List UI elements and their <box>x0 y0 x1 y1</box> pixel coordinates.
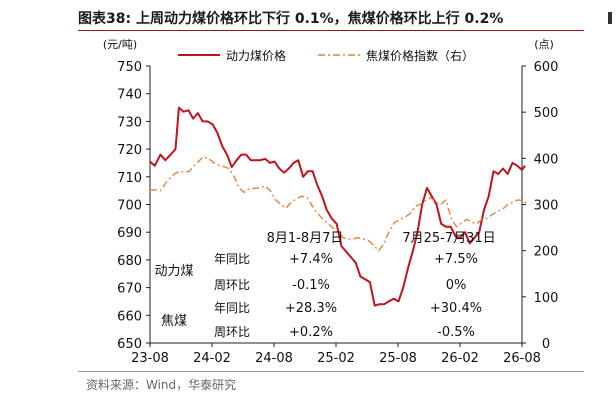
metric-label: 周环比 <box>214 325 250 339</box>
source-rule <box>78 371 584 372</box>
right-tick-label: 300 <box>534 199 559 214</box>
legend-label-thermal: 动力煤价格 <box>226 48 286 63</box>
metric-label: 年同比 <box>214 252 250 266</box>
left-tick-label: 730 <box>117 115 142 130</box>
group-label: 焦煤 <box>161 314 187 329</box>
previous-value: 0% <box>446 278 467 293</box>
left-tick-label: 740 <box>117 88 142 103</box>
x-tick-label: 24-02 <box>193 351 231 366</box>
right-tick-label: 400 <box>534 152 559 167</box>
left-tick-label: 710 <box>117 171 142 186</box>
left-tick-label: 680 <box>117 254 142 269</box>
x-tick-label: 26-08 <box>503 351 541 366</box>
legend: 动力煤价格 焦煤价格指数（右） <box>178 48 474 63</box>
group-label: 动力煤 <box>154 264 193 279</box>
title-rule <box>78 30 584 31</box>
right-tick-label: 200 <box>534 245 559 260</box>
current-value: -0.1% <box>292 278 330 293</box>
right-axis-unit: (点) <box>534 38 554 51</box>
left-tick-label: 660 <box>117 309 142 324</box>
current-value: +28.3% <box>285 301 337 316</box>
left-tick-label: 720 <box>117 143 142 158</box>
metric-label: 周环比 <box>214 278 250 292</box>
left-tick-label: 670 <box>117 282 142 297</box>
current-value: +7.4% <box>289 252 333 267</box>
left-axis-unit: (元/吨) <box>103 38 137 51</box>
period-header-current: 8月1-8月7日 <box>267 231 344 246</box>
left-tick-label: 650 <box>117 337 142 352</box>
coking-coal-index-line <box>149 156 528 252</box>
metric-label: 年同比 <box>214 301 250 315</box>
right-tick-label: 600 <box>534 60 559 75</box>
right-tick-label: 100 <box>534 291 559 306</box>
legend-label-coking: 焦煤价格指数（右） <box>366 48 474 63</box>
x-tick-label: 25-02 <box>317 351 355 366</box>
x-tick-label: 23-08 <box>131 351 169 366</box>
current-value: +0.2% <box>289 325 333 340</box>
axes-layer: 650 660 670 680 690 700 710 720 730 740 750 0 100 200… <box>103 38 559 366</box>
right-tick-label: 500 <box>534 106 559 121</box>
left-tick-label: 700 <box>117 199 142 214</box>
previous-value: +30.4% <box>430 301 482 316</box>
x-tick-label: 26-02 <box>441 351 479 366</box>
thermal-coal-line <box>149 106 526 307</box>
source-note: 资料来源：Wind，华泰研究 <box>86 378 237 392</box>
figure-title: 图表38: 上周动力煤价格环比下行 0.1%，焦煤价格环比上行 0.2% <box>78 11 504 27</box>
left-tick-label: 750 <box>117 60 142 75</box>
previous-value: -0.5% <box>437 325 475 340</box>
x-tick-label: 25-08 <box>379 351 417 366</box>
previous-value: +7.5% <box>434 252 478 267</box>
page-edge-mark <box>606 8 616 28</box>
x-tick-label: 24-08 <box>255 351 293 366</box>
right-tick-label: 0 <box>542 337 550 352</box>
left-tick-label: 690 <box>117 226 142 241</box>
series-layer <box>149 106 528 307</box>
period-header-previous: 7月25-7月31日 <box>402 231 495 246</box>
